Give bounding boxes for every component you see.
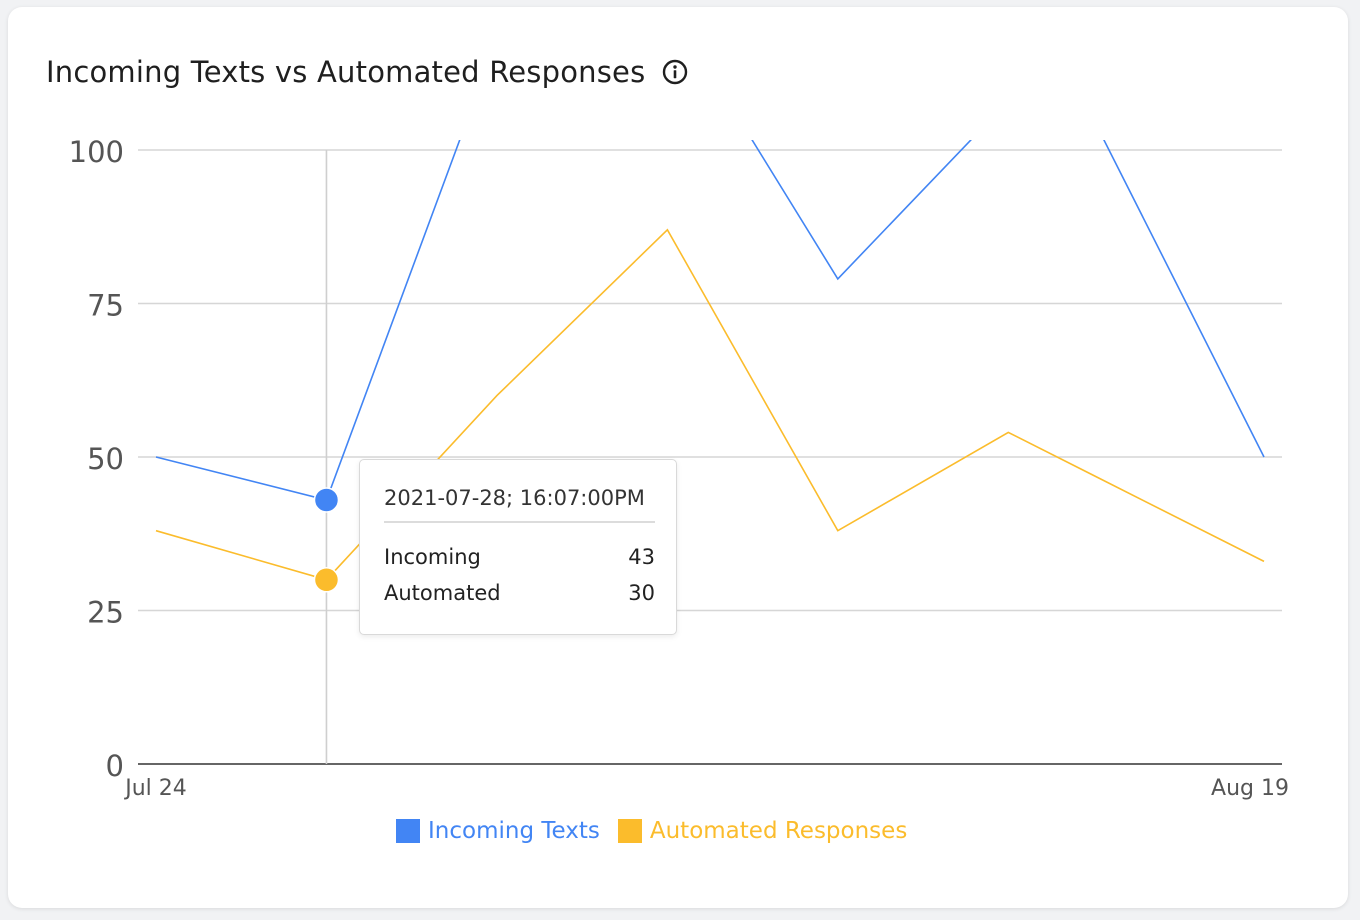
point-incoming[interactable]: [313, 487, 340, 513]
tooltip-label: Incoming: [384, 545, 481, 569]
x-tick-label: Jul 24: [123, 776, 187, 801]
y-tick-label: 100: [69, 135, 124, 169]
point-automated[interactable]: [313, 567, 340, 593]
tooltip-row-automated: Automated 30: [384, 581, 655, 605]
y-tick-label: 25: [87, 596, 124, 630]
info-icon[interactable]: [661, 58, 689, 86]
chart-title: Incoming Texts vs Automated Responses: [46, 55, 646, 89]
legend-swatch-automated: [617, 819, 642, 843]
highlighted-points[interactable]: [313, 487, 340, 593]
legend-item-automated[interactable]: Automated Responses: [617, 818, 908, 844]
y-tick-label: 0: [106, 749, 124, 783]
y-tick-label: 50: [87, 442, 124, 476]
x-tick-label: Aug 19: [1211, 776, 1289, 801]
gridlines: [138, 149, 1282, 765]
legend-label-incoming: Incoming Texts: [428, 818, 600, 844]
series-line-automated: [155, 228, 1265, 581]
legend-item-incoming[interactable]: Incoming Texts: [396, 818, 600, 844]
tooltip-row-incoming: Incoming 43: [384, 545, 655, 569]
series-line-incoming: [155, 140, 1265, 501]
series-lines: [155, 140, 1265, 581]
tooltip-divider: [384, 521, 655, 523]
legend-swatch-incoming: [396, 819, 420, 843]
y-tick-label: 75: [87, 289, 124, 323]
title-row: Incoming Texts vs Automated Responses: [46, 52, 689, 92]
legend-label-automated: Automated Responses: [649, 818, 908, 844]
tooltip-value: 43: [628, 545, 655, 569]
tooltip-value: 30: [628, 581, 655, 605]
y-axis-ticks: 0 25 50 75 100: [69, 135, 124, 783]
data-tooltip: 2021-07-28; 16:07:00PM Incoming 43 Autom…: [359, 459, 677, 635]
x-axis-ticks: Jul 24 Aug 19: [123, 776, 1289, 801]
tooltip-label: Automated: [384, 581, 501, 605]
tooltip-date: 2021-07-28; 16:07:00PM: [384, 486, 645, 510]
chart-legend: Incoming Texts Automated Responses: [396, 818, 925, 844]
